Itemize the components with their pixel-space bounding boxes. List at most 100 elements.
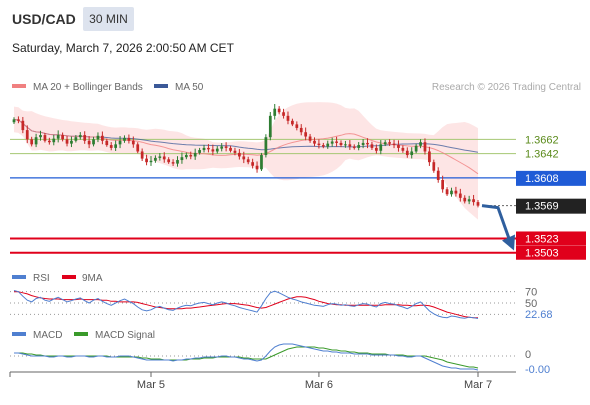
price-level-labels: 1.3662 1.3642 1.3608 1.3569 1.3523 1.3503 — [516, 134, 586, 260]
candle — [154, 155, 157, 163]
candle — [414, 143, 418, 154]
candle — [30, 136, 34, 147]
candle — [123, 135, 126, 143]
candle — [39, 130, 42, 141]
candle-body — [83, 135, 87, 141]
candle-body — [39, 135, 42, 138]
candle-body — [445, 189, 449, 195]
macd-legend-swatch — [12, 332, 26, 336]
candle-body — [246, 159, 250, 163]
rsi-legend-label: RSI — [33, 273, 50, 284]
candle-body — [34, 137, 38, 145]
candle-body — [405, 150, 409, 156]
candle — [268, 111, 272, 141]
candle-body — [370, 144, 374, 148]
bollinger-band-area — [14, 102, 478, 220]
time-axis-label: Mar 5 — [137, 379, 165, 391]
candle — [56, 130, 60, 143]
candle — [436, 167, 440, 183]
candle — [467, 195, 471, 205]
candle-body — [335, 141, 338, 143]
candle-body — [282, 112, 285, 116]
candle-body — [207, 147, 210, 150]
candle — [171, 159, 175, 166]
candle-body — [304, 132, 308, 137]
macd-last-value: -0.00 — [525, 364, 550, 376]
macd-zero-label: 0 — [525, 349, 531, 361]
time-axis: Mar 5 Mar 6 Mar 7 — [9, 371, 516, 391]
candle-body — [458, 193, 462, 198]
candle-body — [180, 157, 184, 161]
candle-body — [149, 160, 153, 163]
candle-body — [441, 180, 445, 190]
candle — [61, 132, 64, 142]
candle-body — [233, 150, 237, 153]
candle — [140, 148, 144, 162]
candle — [238, 149, 241, 160]
candle — [255, 161, 259, 173]
candle — [282, 108, 285, 119]
candle-body — [397, 145, 400, 148]
candle — [458, 188, 462, 202]
candle — [65, 135, 69, 147]
candle-body — [344, 144, 347, 146]
candlesticks — [12, 103, 480, 208]
candle-body — [295, 124, 299, 128]
candle-body — [56, 135, 60, 139]
candle — [273, 103, 277, 120]
candle — [401, 145, 405, 153]
pivot-label-bg — [516, 170, 586, 186]
candle — [180, 152, 184, 164]
candle — [277, 106, 281, 115]
candle-body — [154, 157, 157, 161]
candle — [374, 144, 378, 154]
candle-body — [454, 190, 458, 194]
timeframe-badge-bg — [83, 7, 134, 31]
candle — [229, 145, 232, 153]
candle — [286, 111, 290, 125]
candle — [114, 140, 118, 151]
time-axis-label: Mar 7 — [464, 379, 492, 391]
candle — [74, 135, 78, 143]
macd-line — [14, 343, 479, 371]
candle — [233, 147, 237, 156]
candle-body — [242, 156, 246, 160]
candle-body — [432, 162, 436, 171]
candle — [463, 195, 467, 204]
candle-body — [260, 155, 263, 170]
candle — [370, 141, 374, 150]
candle — [92, 136, 95, 147]
candle-body — [476, 202, 480, 206]
macd-legend-label: MACD — [33, 330, 62, 341]
candle-body — [109, 145, 113, 148]
candle — [145, 154, 148, 166]
candle-body — [238, 152, 241, 157]
candle-body — [436, 170, 440, 180]
candle — [260, 152, 263, 172]
candle — [348, 140, 352, 150]
candle-body — [251, 162, 254, 166]
candle — [211, 144, 215, 156]
candle-body — [92, 139, 95, 145]
candle-body — [140, 151, 144, 159]
candle — [101, 131, 104, 145]
candle — [308, 133, 312, 143]
candle-body — [321, 145, 325, 147]
candle-body — [273, 108, 277, 116]
candle-body — [184, 155, 188, 158]
candle-body — [43, 135, 47, 141]
candle-body — [379, 144, 383, 151]
forecast-arrow — [481, 204, 515, 251]
candle-body — [211, 149, 215, 152]
candle-body — [96, 135, 100, 140]
candle-body — [105, 140, 109, 146]
candle-body — [357, 145, 361, 148]
candle — [17, 116, 20, 124]
candle-body — [101, 135, 104, 141]
macd-signal-legend-swatch — [74, 332, 88, 336]
moving-averages — [13, 118, 479, 175]
candle-body — [198, 150, 201, 153]
candle-body — [136, 144, 140, 152]
candle — [326, 140, 330, 149]
candle — [34, 133, 38, 148]
